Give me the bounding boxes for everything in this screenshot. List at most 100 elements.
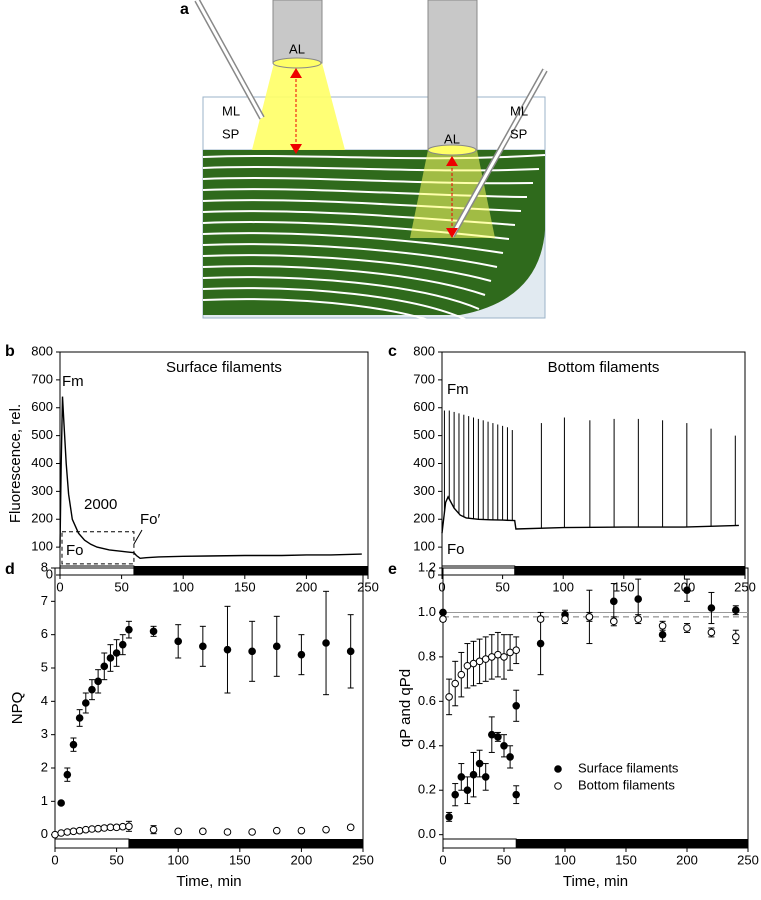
x-tick-label: 250 (352, 852, 374, 867)
light-guide-end (272, 57, 322, 69)
marker (536, 639, 545, 648)
data-point (475, 749, 484, 778)
light-guide (427, 0, 478, 151)
annotation: Fm (447, 381, 469, 398)
dark-bar (128, 839, 363, 848)
x-tick-label: 100 (552, 579, 574, 594)
marker (248, 828, 256, 836)
label: AL (444, 131, 460, 146)
marker (658, 621, 667, 630)
annotation-arrow (133, 529, 143, 545)
x-tick-label: 0 (51, 852, 58, 867)
label: ML (510, 103, 528, 118)
data-point (75, 709, 84, 727)
data-point (94, 669, 102, 694)
data-point (272, 826, 281, 835)
data-point (69, 827, 78, 836)
annotation: Fo (447, 541, 465, 558)
label: SP (222, 126, 239, 141)
marker (439, 615, 447, 623)
data-point (512, 636, 521, 665)
marker (512, 790, 521, 799)
y-tick-label: 500 (31, 427, 53, 442)
y-tick-label: 1.0 (418, 604, 436, 619)
y-tick-label: 0 (428, 566, 435, 581)
marker (57, 799, 65, 807)
marker (82, 699, 90, 707)
stripe (202, 265, 486, 296)
annotation: Fo (66, 542, 84, 559)
marker (100, 824, 109, 832)
data-point (494, 631, 502, 678)
marker (512, 646, 521, 655)
marker (475, 759, 484, 768)
label: ML (222, 103, 240, 118)
y-tick-label: 100 (413, 539, 435, 554)
light-guide (272, 0, 323, 64)
marker (457, 773, 466, 781)
data-point (512, 689, 521, 722)
data-point (610, 616, 618, 627)
marker (322, 825, 330, 834)
marker (223, 828, 232, 836)
marker (94, 677, 102, 686)
light-bar (441, 565, 516, 576)
y-tick-label: 500 (413, 427, 435, 442)
data-point (82, 692, 90, 714)
annotation: 2000 (84, 496, 117, 513)
marker (322, 639, 330, 647)
data-point (488, 716, 496, 753)
axes-frame (442, 567, 749, 849)
data-point (57, 829, 65, 837)
data-point (272, 615, 281, 677)
marker (445, 813, 453, 821)
marker (199, 827, 207, 836)
axes-frame (59, 351, 369, 576)
data-point (125, 820, 133, 832)
data-point (634, 614, 643, 625)
data-point (707, 591, 716, 625)
marker (51, 830, 59, 839)
x-tick-label: 150 (229, 852, 251, 867)
data-point (439, 608, 447, 617)
marker (88, 825, 96, 833)
marker (610, 597, 618, 606)
data-point (63, 767, 72, 782)
y-tick-label: 5 (41, 659, 48, 674)
x-tick-label: 150 (613, 579, 635, 594)
x-axis-label: Time, min (176, 873, 241, 890)
data-point (439, 615, 447, 623)
marker (118, 822, 127, 831)
data-point (118, 822, 127, 831)
y-tick-label: 0 (46, 566, 53, 581)
marker (585, 613, 594, 621)
x-tick-label: 100 (172, 579, 194, 594)
data-point (481, 636, 490, 682)
data-point (297, 634, 306, 676)
data-point (488, 634, 496, 680)
data-point (481, 763, 490, 791)
x-tick-label: 50 (495, 579, 509, 594)
y-tick-label: 600 (413, 399, 435, 414)
marker (732, 633, 740, 641)
data-point (63, 828, 72, 836)
marker (463, 786, 472, 795)
marker (506, 753, 514, 761)
annotation: Fm (62, 373, 84, 390)
x-tick-label: 250 (737, 852, 759, 867)
marker (610, 617, 618, 626)
marker (658, 630, 667, 639)
y-tick-label: 8 (41, 559, 48, 574)
dark-bar (514, 566, 745, 575)
legend-marker (554, 782, 562, 790)
data-point (174, 827, 182, 836)
light-guide-end (427, 144, 477, 156)
stripe (202, 232, 504, 254)
marker (106, 823, 115, 832)
y-tick-label: 400 (413, 455, 435, 470)
y-tick-label: 700 (413, 371, 435, 386)
zoom-box (61, 531, 135, 565)
y-axis-label: qP and qPd (397, 669, 414, 747)
y-tick-label: 0 (41, 826, 48, 841)
